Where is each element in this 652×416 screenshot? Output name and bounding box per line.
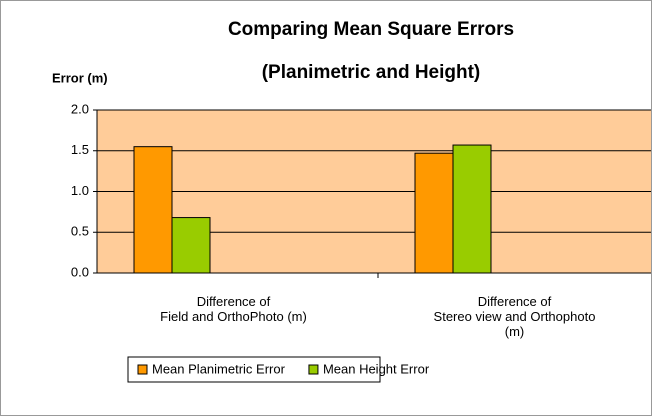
chart-title: Comparing Mean Square Errors — [228, 19, 514, 40]
legend-label: Mean Height Error — [323, 361, 430, 376]
legend-swatch — [137, 364, 148, 375]
y-tick-label: 0.5 — [71, 224, 89, 239]
legend-box — [127, 356, 381, 383]
y-axis-label: Error (m) — [52, 70, 108, 85]
bar — [133, 146, 173, 274]
bar — [171, 217, 211, 274]
chart-subtitle: (Planimetric and Height) — [262, 62, 481, 83]
legend-swatch — [308, 364, 319, 375]
bar — [414, 152, 454, 274]
y-tick-label: 1.5 — [71, 142, 89, 157]
y-tick-label: 2.0 — [71, 101, 89, 116]
x-tick-label: Difference of Stereo view and Orthophoto(… — [434, 294, 596, 339]
x-tick-label: Difference of Field and OrthoPhoto (m) — [160, 294, 307, 324]
y-tick-label: 1.0 — [71, 183, 89, 198]
legend-label: Mean Planimetric Error — [152, 361, 286, 376]
bar — [452, 144, 492, 274]
y-tick-label: 0.0 — [71, 264, 89, 279]
